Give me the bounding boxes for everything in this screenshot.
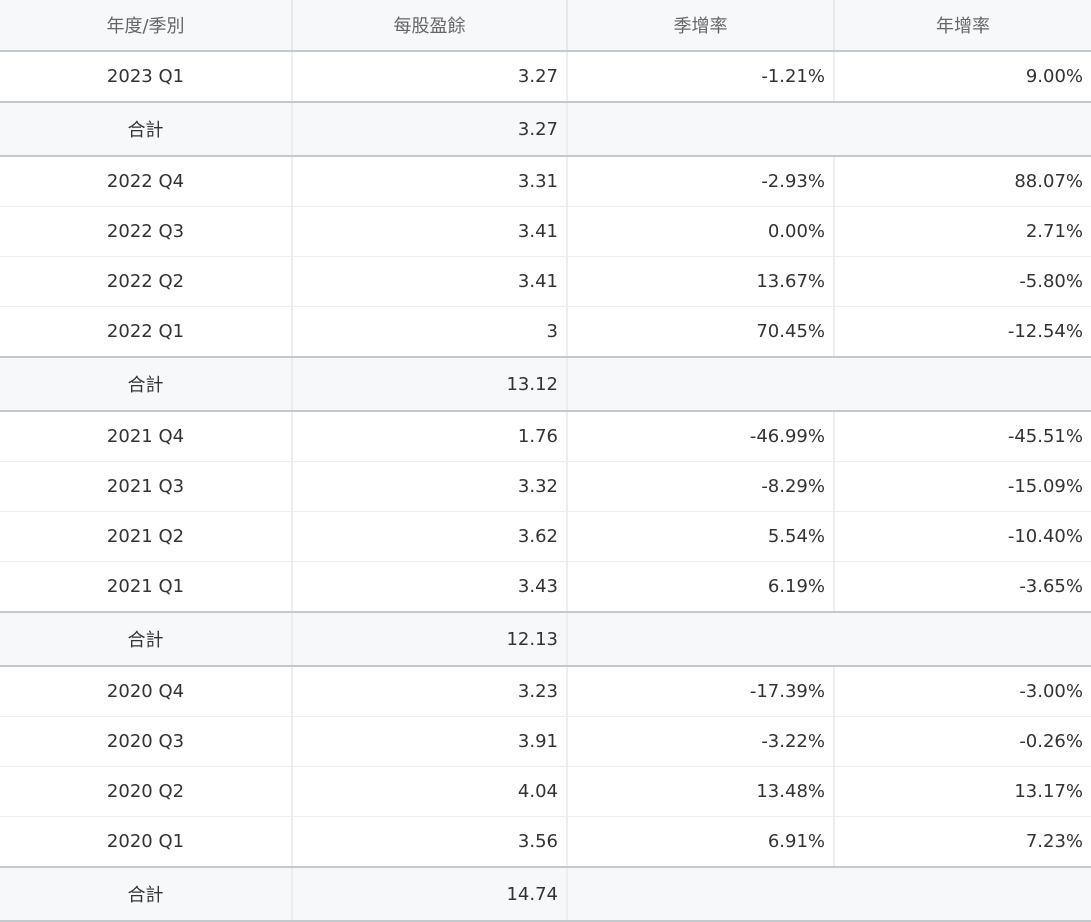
period-cell: 2021 Q4 bbox=[0, 411, 292, 462]
value-cell: 2.71% bbox=[833, 206, 1091, 257]
data-row: 2021 Q1 3.43 6.19% -3.65% bbox=[0, 561, 1091, 613]
value-cell: 7.23% bbox=[833, 816, 1091, 868]
data-row: 2021 Q4 1.76 -46.99% -45.51% bbox=[0, 411, 1091, 462]
value-cell: -15.09% bbox=[833, 461, 1091, 512]
value-cell: 6.91% bbox=[566, 816, 834, 868]
period-cell: 2022 Q4 bbox=[0, 156, 292, 207]
value-cell: 0.00% bbox=[566, 206, 834, 257]
empty-cell bbox=[566, 102, 1091, 157]
value-cell: 9.00% bbox=[833, 51, 1091, 103]
header-cell: 每股盈餘 bbox=[291, 0, 567, 52]
period-cell: 2021 Q3 bbox=[0, 461, 292, 512]
value-cell: -17.39% bbox=[566, 666, 834, 717]
period-cell: 合計 bbox=[0, 612, 292, 667]
value-cell: 3.43 bbox=[291, 561, 567, 613]
value-cell: -10.40% bbox=[833, 511, 1091, 562]
value-cell: 4.04 bbox=[291, 766, 567, 817]
value-cell: 3.27 bbox=[291, 51, 567, 103]
data-row: 2022 Q2 3.41 13.67% -5.80% bbox=[0, 256, 1091, 307]
period-cell: 2022 Q3 bbox=[0, 206, 292, 257]
total-row: 合計 13.12 bbox=[0, 357, 1091, 412]
value-cell: 6.19% bbox=[566, 561, 834, 613]
value-cell: 3.23 bbox=[291, 666, 567, 717]
data-row: 2020 Q4 3.23 -17.39% -3.00% bbox=[0, 666, 1091, 717]
data-row: 2020 Q2 4.04 13.48% 13.17% bbox=[0, 766, 1091, 817]
total-row: 合計 3.27 bbox=[0, 102, 1091, 157]
value-cell: -5.80% bbox=[833, 256, 1091, 307]
data-row: 2020 Q3 3.91 -3.22% -0.26% bbox=[0, 716, 1091, 767]
value-cell: -3.22% bbox=[566, 716, 834, 767]
value-cell: 14.74 bbox=[291, 867, 567, 922]
data-row: 2023 Q1 3.27 -1.21% 9.00% bbox=[0, 51, 1091, 103]
period-cell: 合計 bbox=[0, 102, 292, 157]
period-cell: 2020 Q1 bbox=[0, 816, 292, 868]
value-cell: -3.00% bbox=[833, 666, 1091, 717]
value-cell: 3.91 bbox=[291, 716, 567, 767]
value-cell: 3 bbox=[291, 306, 567, 358]
empty-cell bbox=[566, 612, 1091, 667]
period-cell: 2023 Q1 bbox=[0, 51, 292, 103]
period-cell: 合計 bbox=[0, 867, 292, 922]
period-cell: 合計 bbox=[0, 357, 292, 412]
total-row: 合計 12.13 bbox=[0, 612, 1091, 667]
empty-cell bbox=[566, 867, 1091, 922]
table-body: 2023 Q1 3.27 -1.21% 9.00% 合計 3.27 2022 Q4 3.31-… bbox=[0, 51, 1091, 922]
value-cell: -8.29% bbox=[566, 461, 834, 512]
empty-cell bbox=[566, 357, 1091, 412]
header-row: 年度/季別 每股盈餘 季增率 年增率 bbox=[0, 0, 1091, 52]
value-cell: 13.48% bbox=[566, 766, 834, 817]
value-cell: -2.93% bbox=[566, 156, 834, 207]
value-cell: 13.67% bbox=[566, 256, 834, 307]
value-cell: -3.65% bbox=[833, 561, 1091, 613]
value-cell: -1.21% bbox=[566, 51, 834, 103]
value-cell: 5.54% bbox=[566, 511, 834, 562]
value-cell: 3.62 bbox=[291, 511, 567, 562]
data-row: 2022 Q4 3.31 -2.93% 88.07% bbox=[0, 156, 1091, 207]
value-cell: -46.99% bbox=[566, 411, 834, 462]
value-cell: 3.41 bbox=[291, 256, 567, 307]
data-row: 2022 Q3 3.41 0.00% 2.71% bbox=[0, 206, 1091, 257]
header-cell: 季增率 bbox=[566, 0, 834, 52]
period-cell: 2020 Q3 bbox=[0, 716, 292, 767]
value-cell: 88.07% bbox=[833, 156, 1091, 207]
data-row: 2020 Q1 3.56 6.91% 7.23% bbox=[0, 816, 1091, 868]
value-cell: 13.17% bbox=[833, 766, 1091, 817]
value-cell: 3.27 bbox=[291, 102, 567, 157]
period-cell: 2021 Q1 bbox=[0, 561, 292, 613]
value-cell: 3.31 bbox=[291, 156, 567, 207]
value-cell: 3.56 bbox=[291, 816, 567, 868]
period-cell: 2022 Q2 bbox=[0, 256, 292, 307]
value-cell: 70.45% bbox=[566, 306, 834, 358]
value-cell: 3.32 bbox=[291, 461, 567, 512]
data-row: 2021 Q2 3.62 5.54% -10.40% bbox=[0, 511, 1091, 562]
value-cell: 12.13 bbox=[291, 612, 567, 667]
period-cell: 2022 Q1 bbox=[0, 306, 292, 358]
value-cell: 13.12 bbox=[291, 357, 567, 412]
header-cell: 年度/季別 bbox=[0, 0, 292, 52]
value-cell: -0.26% bbox=[833, 716, 1091, 767]
period-cell: 2020 Q4 bbox=[0, 666, 292, 717]
data-row: 2021 Q3 3.32 -8.29% -15.09% bbox=[0, 461, 1091, 512]
header-cell: 年增率 bbox=[833, 0, 1091, 52]
data-row: 2022 Q1 3 70.45% -12.54% bbox=[0, 306, 1091, 358]
total-row: 合計 14.74 bbox=[0, 867, 1091, 922]
value-cell: 3.41 bbox=[291, 206, 567, 257]
period-cell: 2021 Q2 bbox=[0, 511, 292, 562]
value-cell: -12.54% bbox=[833, 306, 1091, 358]
period-cell: 2020 Q2 bbox=[0, 766, 292, 817]
value-cell: -45.51% bbox=[833, 411, 1091, 462]
value-cell: 1.76 bbox=[291, 411, 567, 462]
